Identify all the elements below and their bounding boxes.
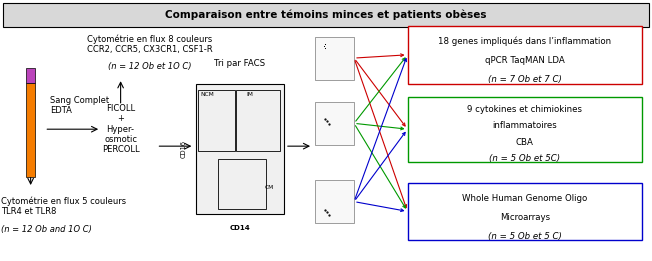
Text: FICOLL
+
Hyper-
osmotic
PERCOLL: FICOLL + Hyper- osmotic PERCOLL	[102, 104, 140, 155]
Text: Whole Human Genome Oligo: Whole Human Genome Oligo	[462, 193, 587, 203]
Bar	[315, 37, 354, 80]
Bar	[315, 102, 354, 145]
Bar	[408, 183, 642, 240]
Bar	[26, 68, 35, 83]
Bar	[198, 90, 235, 151]
Text: IM: IM	[246, 92, 254, 97]
Text: (n = 5 Ob et 5 C): (n = 5 Ob et 5 C)	[488, 232, 562, 241]
Bar	[218, 159, 266, 209]
Text: Microarrays: Microarrays	[500, 213, 550, 222]
Text: (n = 12 Ob and 1O C): (n = 12 Ob and 1O C)	[1, 225, 92, 234]
Text: inflammatoires: inflammatoires	[492, 121, 557, 130]
Text: Cytométrie en flux 8 couleurs
CCR2, CCR5, CX3CR1, CSF1-R: Cytométrie en flux 8 couleurs CCR2, CCR5…	[87, 34, 213, 54]
Text: (n = 7 Ob et 7 C): (n = 7 Ob et 7 C)	[488, 75, 562, 84]
Bar	[196, 84, 284, 214]
Bar	[3, 3, 649, 27]
Text: qPCR TaqMAN LDA: qPCR TaqMAN LDA	[485, 56, 565, 65]
Bar	[26, 83, 35, 177]
Text: CBA: CBA	[516, 138, 534, 147]
Text: (n = 5 Ob et 5C): (n = 5 Ob et 5C)	[489, 154, 561, 163]
Bar	[315, 180, 354, 223]
Text: NCM: NCM	[200, 92, 214, 97]
Text: Cytométrie en flux 5 couleurs
TLR4 et TLR8: Cytométrie en flux 5 couleurs TLR4 et TL…	[1, 196, 126, 216]
Text: 9 cytokines et chimiokines: 9 cytokines et chimiokines	[467, 105, 582, 114]
Text: 18 genes impliqués dans l’inflammation: 18 genes impliqués dans l’inflammation	[438, 37, 612, 46]
Text: Sang Complet
EDTA: Sang Complet EDTA	[50, 96, 110, 115]
Bar	[408, 97, 642, 162]
Text: (n = 12 Ob et 1O C): (n = 12 Ob et 1O C)	[108, 62, 192, 71]
Text: Tri par FACS: Tri par FACS	[214, 60, 265, 68]
Text: CD14: CD14	[230, 226, 250, 231]
Bar	[408, 26, 642, 84]
Bar	[236, 90, 280, 151]
Text: CD16: CD16	[181, 140, 187, 158]
Text: CM: CM	[264, 185, 273, 191]
Text: Comparaison entre témoins minces et patients obèses: Comparaison entre témoins minces et pati…	[165, 10, 487, 20]
